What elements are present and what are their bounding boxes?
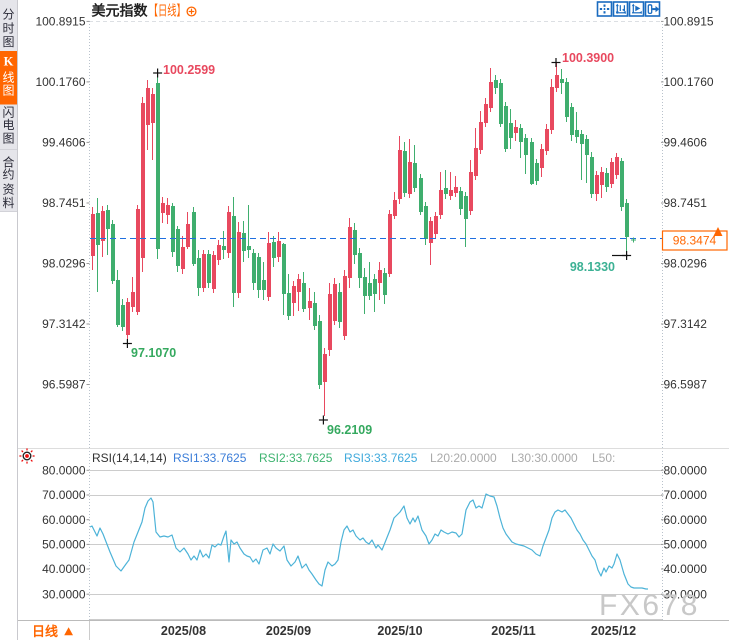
svg-text:美元指数: 美元指数: [92, 3, 149, 19]
svg-text:分: 分: [2, 8, 14, 22]
svg-text:100.8915: 100.8915: [35, 15, 85, 29]
svg-text:L50:: L50:: [592, 451, 615, 465]
svg-text:2025/11: 2025/11: [491, 624, 536, 638]
svg-text:60.0000: 60.0000: [664, 513, 708, 527]
svg-text:98.7451: 98.7451: [42, 196, 86, 210]
svg-text:L30:30.0000: L30:30.0000: [511, 451, 578, 465]
svg-text:97.1070: 97.1070: [131, 346, 176, 360]
svg-text:98.3474: 98.3474: [673, 234, 717, 248]
svg-text:日线: 日线: [32, 624, 58, 639]
svg-text:98.1330: 98.1330: [570, 260, 615, 274]
svg-text:100.3900: 100.3900: [562, 51, 614, 65]
svg-text:K: K: [4, 55, 14, 69]
svg-text:40.0000: 40.0000: [664, 562, 708, 576]
svg-text:图: 图: [2, 35, 14, 49]
svg-text:50.0000: 50.0000: [42, 538, 86, 552]
svg-text:约: 约: [2, 167, 14, 182]
svg-text:时: 时: [2, 22, 14, 36]
svg-text:100.1760: 100.1760: [664, 75, 714, 89]
svg-text:97.3142: 97.3142: [42, 317, 86, 331]
svg-text:线: 线: [2, 71, 14, 85]
svg-text:L20:20.0000: L20:20.0000: [430, 451, 497, 465]
svg-text:2025/12: 2025/12: [591, 624, 636, 638]
svg-text:70.0000: 70.0000: [42, 488, 86, 502]
svg-text:98.0296: 98.0296: [42, 257, 86, 271]
svg-text:2025/08: 2025/08: [161, 624, 206, 638]
svg-text:100.8915: 100.8915: [664, 15, 714, 29]
svg-text:100.2599: 100.2599: [163, 63, 215, 77]
svg-text:合: 合: [2, 154, 14, 169]
svg-text:图: 图: [2, 131, 14, 145]
svg-text:98.0296: 98.0296: [664, 257, 708, 271]
svg-text:30.0000: 30.0000: [42, 587, 86, 601]
svg-text:97.3142: 97.3142: [664, 317, 708, 331]
svg-text:96.5987: 96.5987: [42, 378, 86, 392]
svg-text:RSI1:33.7625: RSI1:33.7625: [173, 451, 247, 465]
svg-text:70.0000: 70.0000: [664, 488, 708, 502]
svg-text:60.0000: 60.0000: [42, 513, 86, 527]
svg-text:闪: 闪: [2, 106, 14, 120]
svg-text:【日线】: 【日线】: [149, 3, 186, 19]
svg-text:96.5987: 96.5987: [664, 378, 708, 392]
svg-text:RSI3:33.7625: RSI3:33.7625: [344, 451, 418, 465]
svg-text:料: 料: [2, 196, 14, 210]
svg-text:96.2109: 96.2109: [327, 423, 372, 437]
svg-text:99.4606: 99.4606: [42, 136, 86, 150]
svg-text:RSI(14,14,14): RSI(14,14,14): [92, 451, 167, 465]
svg-text:80.0000: 80.0000: [42, 464, 86, 478]
svg-text:FX678: FX678: [599, 589, 700, 622]
svg-text:80.0000: 80.0000: [664, 464, 708, 478]
svg-text:99.4606: 99.4606: [664, 136, 708, 150]
svg-text:100.1760: 100.1760: [35, 75, 85, 89]
svg-text:图: 图: [2, 84, 14, 98]
svg-text:30.0000: 30.0000: [664, 587, 708, 601]
svg-text:电: 电: [2, 118, 14, 132]
svg-text:98.7451: 98.7451: [664, 196, 708, 210]
svg-text:40.0000: 40.0000: [42, 562, 86, 576]
svg-text:50.0000: 50.0000: [664, 538, 708, 552]
svg-text:2025/10: 2025/10: [377, 624, 422, 638]
svg-text:2025/09: 2025/09: [266, 624, 311, 638]
svg-text:资: 资: [2, 183, 14, 197]
svg-text:RSI2:33.7625: RSI2:33.7625: [259, 451, 333, 465]
